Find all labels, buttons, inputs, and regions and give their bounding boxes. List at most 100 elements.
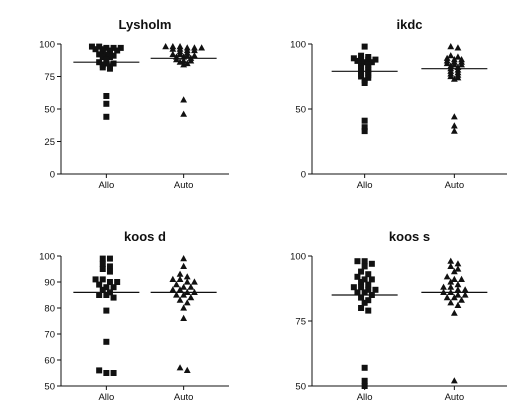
y-tick-label: 50 (44, 382, 55, 393)
data-point-square (110, 294, 117, 301)
data-point-triangle (180, 110, 188, 117)
data-point-square (361, 364, 368, 371)
data-point-square (106, 279, 113, 285)
data-point-square (99, 286, 106, 293)
data-point-square (354, 57, 361, 64)
panel-title: koos d (124, 229, 166, 244)
data-point-triangle (180, 61, 188, 68)
data-point-square (358, 268, 365, 275)
data-point-square (365, 297, 372, 304)
data-point-triangle (443, 294, 451, 301)
data-point-square (103, 338, 110, 345)
data-point-square (358, 55, 365, 62)
data-point-square (99, 64, 106, 71)
x-tick-label-auto: Auto (445, 180, 465, 191)
data-point-triangle (454, 281, 462, 288)
data-point-square (368, 59, 375, 66)
data-point-triangle (183, 366, 191, 373)
data-point-triangle (187, 57, 195, 64)
data-point-square (361, 117, 368, 124)
data-point-square (96, 51, 103, 58)
data-point-square (96, 367, 103, 374)
data-point-triangle (450, 113, 458, 120)
data-point-triangle (447, 52, 455, 59)
data-point-square (110, 60, 117, 67)
data-point-triangle (176, 286, 184, 293)
data-point-triangle (180, 57, 188, 64)
data-point-square (361, 377, 368, 384)
data-point-square (99, 255, 106, 262)
data-point-square (368, 276, 375, 283)
data-point-triangle (183, 299, 191, 306)
data-point-triangle (461, 291, 469, 298)
data-point-triangle (173, 281, 180, 288)
data-point-square (361, 258, 368, 265)
data-point-triangle (443, 273, 451, 280)
data-point-square (365, 271, 372, 278)
panel-4: koos s 50 75 100 Allo Auto (290, 229, 507, 403)
panel-title: koos s (389, 229, 430, 244)
data-point-square (103, 44, 110, 51)
panel-2: ikdc 0 50 100 Allo Auto (290, 17, 507, 191)
data-point-triangle (180, 255, 188, 262)
data-point-triangle (454, 265, 462, 272)
data-point-square (103, 60, 110, 67)
data-point-triangle (454, 291, 462, 298)
y-tick-label: 100 (290, 40, 306, 51)
data-point-triangle (176, 50, 184, 57)
data-point-triangle (447, 257, 455, 264)
x-tick-label-auto: Auto (445, 392, 465, 403)
data-point-square (106, 263, 113, 270)
y-tick-label: 80 (44, 304, 55, 315)
data-point-triangle (447, 299, 455, 306)
data-point-triangle (461, 286, 469, 293)
data-point-square (96, 281, 103, 288)
data-point-triangle (450, 127, 458, 134)
data-point-triangle (458, 275, 465, 282)
data-point-triangle (454, 286, 462, 293)
data-point-triangle (450, 122, 458, 129)
data-point-square (361, 128, 368, 135)
data-point-square (114, 47, 121, 54)
data-point-triangle (176, 58, 184, 65)
data-point-triangle (180, 262, 188, 269)
data-point-square (103, 93, 110, 99)
data-point-triangle (443, 59, 451, 67)
data-point-triangle (176, 364, 184, 371)
y-tick-label: 100 (290, 252, 306, 263)
data-point-square (103, 56, 110, 63)
data-point-square (103, 113, 110, 120)
data-point-triangle (454, 44, 462, 51)
data-point-square (361, 43, 368, 50)
data-point-triangle (447, 43, 455, 50)
data-point-triangle (187, 283, 195, 290)
data-point-square (354, 258, 361, 265)
data-point-square (88, 43, 95, 50)
y-tick-label: 100 (39, 252, 55, 263)
data-point-square (106, 268, 113, 275)
data-point-square (103, 307, 110, 314)
data-point-triangle (183, 278, 191, 285)
y-tick-label: 75 (295, 317, 306, 328)
data-point-triangle (447, 262, 455, 269)
data-point-square (106, 48, 113, 55)
x-tick-label-auto: Auto (174, 180, 194, 191)
data-point-triangle (180, 96, 188, 103)
data-point-square (358, 305, 365, 311)
data-point-square (365, 56, 372, 63)
data-point-square (106, 255, 113, 262)
data-point-triangle (191, 278, 198, 285)
data-point-triangle (183, 273, 191, 280)
data-point-triangle (454, 260, 462, 267)
x-tick-label-allo: Allo (98, 180, 114, 191)
panel-1: Lysholm 0 25 50 75 100 Allo Auto (39, 17, 229, 191)
data-point-triangle (447, 283, 455, 290)
data-point-square (358, 73, 365, 80)
data-point-triangle (191, 46, 198, 54)
x-tick-label-auto: Auto (174, 392, 194, 403)
y-tick-label: 60 (44, 356, 55, 367)
data-point-square (103, 370, 110, 376)
data-point-triangle (162, 43, 170, 50)
data-point-triangle (180, 283, 188, 290)
